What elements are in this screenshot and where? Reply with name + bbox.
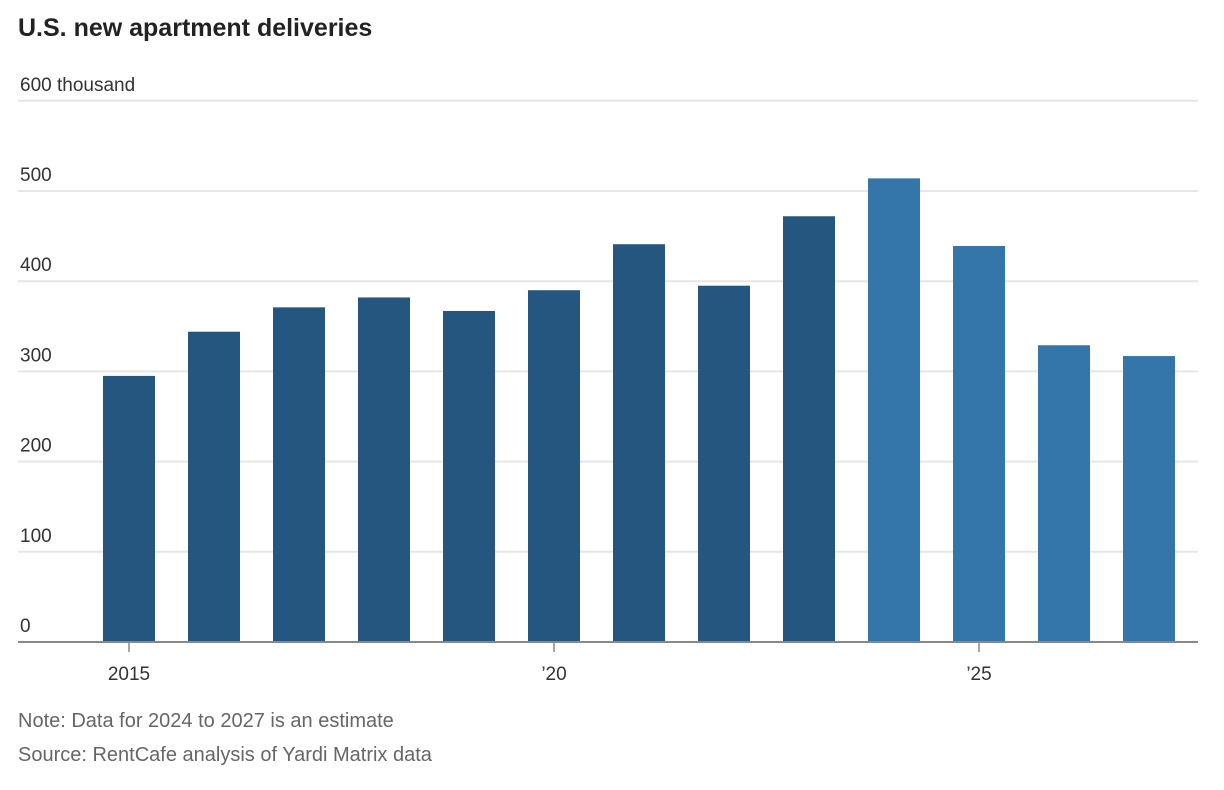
bar-2026 — [1038, 345, 1090, 642]
bar-2017 — [273, 307, 325, 642]
y-tick-label: 300 — [20, 345, 52, 366]
bar-2027 — [1123, 356, 1175, 642]
bar-2023 — [783, 216, 835, 643]
bar-2018 — [358, 297, 410, 642]
y-tick-label: 400 — [20, 255, 52, 276]
bar-2022 — [698, 285, 750, 642]
bar-2020 — [528, 290, 580, 642]
bar-2021 — [613, 244, 665, 642]
bar-2015 — [103, 375, 155, 642]
y-tick-label: 100 — [20, 526, 52, 547]
y-tick-label: 0 — [20, 616, 31, 637]
x-tick-label: ’20 — [541, 664, 566, 685]
bar-2016 — [188, 331, 240, 642]
chart-source: Source: RentCafe analysis of Yardi Matri… — [18, 744, 432, 766]
bar-2019 — [443, 310, 495, 642]
bar-2025 — [953, 246, 1005, 642]
chart-title: U.S. new apartment deliveries — [18, 14, 373, 42]
x-tick-label: ’25 — [966, 664, 991, 685]
chart-note: Note: Data for 2024 to 2027 is an estima… — [18, 710, 394, 732]
y-tick-label: 200 — [20, 436, 52, 457]
x-tick-label: 2015 — [108, 664, 150, 685]
y-tick-label: 600 thousand — [20, 75, 135, 96]
y-tick-label: 500 — [20, 165, 52, 186]
bar-2024 — [868, 178, 920, 642]
